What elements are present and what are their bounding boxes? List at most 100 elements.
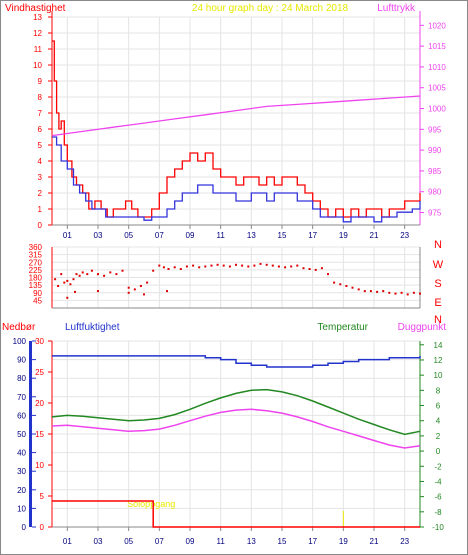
- direction-point: [222, 264, 225, 267]
- direction-point: [333, 281, 336, 284]
- direction-point: [277, 265, 280, 268]
- tick-label-x: 23: [400, 231, 409, 240]
- direction-point: [143, 293, 145, 296]
- tick-label-right: 985: [428, 167, 442, 176]
- tick-label-left: 225: [29, 266, 43, 275]
- direction-point: [90, 269, 93, 272]
- tick-label-x: 05: [124, 537, 133, 546]
- tick-label-nedbor-mm: 5: [40, 492, 45, 501]
- humidity-temperature-chart: 0102030405060708090100051015202530-10-8-…: [13, 337, 445, 546]
- wind-pressure-chart: 0123456789101112139759809859909951000100…: [33, 11, 446, 240]
- direction-point: [75, 273, 78, 276]
- tick-label-left: 45: [33, 296, 42, 305]
- tick-label-right: 995: [428, 125, 442, 134]
- label-soloppgang: Soloppgang: [127, 499, 175, 509]
- tick-label-x: 19: [339, 537, 348, 546]
- series-line-luftfuktighet: [52, 355, 421, 368]
- direction-point: [54, 278, 57, 281]
- direction-point: [97, 290, 99, 293]
- direction-point: [173, 266, 176, 269]
- tick-label-temperatur: -10: [432, 523, 444, 532]
- tick-label-nedbor-pct: 40: [17, 449, 26, 458]
- tick-label-left: 13: [33, 13, 42, 22]
- direction-point: [314, 268, 317, 271]
- tick-label-nedbor-mm: 25: [35, 368, 44, 377]
- direction-point: [97, 273, 99, 276]
- tick-label-nedbor-mm: 10: [35, 461, 44, 470]
- tick-label-left: 5: [38, 141, 43, 150]
- compass-letter-e: E: [434, 297, 441, 309]
- tick-label-nedbor-mm: 0: [40, 523, 45, 532]
- direction-point: [351, 286, 354, 289]
- tick-label-temperatur: -2: [434, 462, 442, 471]
- tick-label-temperatur: -6: [434, 493, 442, 502]
- direction-point: [259, 262, 262, 265]
- tick-label-left: 0: [38, 221, 43, 230]
- tick-label-nedbor-mm: 30: [35, 337, 44, 346]
- direction-point: [103, 274, 106, 277]
- tick-label-temperatur: -8: [434, 508, 442, 517]
- tick-label-left: 135: [29, 281, 43, 290]
- tick-label-right: 1000: [428, 105, 446, 114]
- tick-label-left: 10: [33, 61, 42, 70]
- tick-label-x: 03: [94, 537, 103, 546]
- compass-letter-w: W: [433, 259, 444, 271]
- compass-letter-n: N: [434, 239, 442, 251]
- tick-label-temperatur: 0: [436, 447, 441, 456]
- tick-label-nedbor-pct: 100: [13, 337, 27, 346]
- direction-point: [127, 291, 130, 294]
- direction-point: [216, 263, 219, 266]
- direction-point: [210, 264, 213, 267]
- direction-point: [419, 292, 421, 295]
- direction-point: [86, 273, 89, 276]
- tick-label-right: 980: [428, 188, 442, 197]
- tick-label-left: 360: [29, 243, 43, 252]
- direction-point: [78, 274, 81, 277]
- direction-point: [81, 271, 84, 274]
- tick-label-nedbor-pct: 70: [17, 393, 26, 402]
- tick-label-nedbor-pct: 60: [17, 411, 26, 420]
- direction-point: [152, 269, 155, 272]
- direction-point: [290, 265, 293, 268]
- tick-label-left: 4: [38, 157, 43, 166]
- tick-label-temperatur: 4: [436, 417, 441, 426]
- tick-label-temperatur: 14: [434, 341, 443, 350]
- direction-point: [57, 285, 60, 287]
- tick-label-x: 17: [308, 231, 317, 240]
- tick-label-x: 09: [186, 231, 195, 240]
- direction-point: [63, 281, 66, 284]
- direction-point: [204, 265, 207, 268]
- direction-point: [115, 273, 118, 276]
- tick-label-x: 15: [278, 231, 287, 240]
- tick-label-x: 07: [155, 537, 164, 546]
- tick-label-x: 23: [400, 537, 409, 546]
- direction-point: [363, 290, 366, 293]
- direction-point: [412, 291, 415, 294]
- direction-point: [109, 271, 112, 274]
- tick-label-left: 11: [34, 45, 43, 54]
- tick-label-x: 17: [308, 537, 317, 546]
- direction-point: [60, 273, 63, 276]
- luftfuktighet-axis-bar: [29, 341, 32, 527]
- direction-point: [308, 268, 311, 270]
- direction-point: [320, 267, 323, 270]
- direction-point: [127, 286, 130, 289]
- tick-label-nedbor-mm: 20: [35, 399, 44, 408]
- direction-point: [121, 269, 124, 272]
- series-line-temperatur: [51, 388, 421, 436]
- direction-point: [339, 283, 342, 286]
- series-line-duggpunkt: [51, 408, 421, 449]
- ylabel-vindhastighet: Vindhastighet: [5, 3, 66, 14]
- tick-label-left: 315: [29, 251, 43, 260]
- direction-point: [158, 264, 161, 267]
- tick-label-left: 9: [38, 77, 43, 86]
- tick-label-right: 1010: [428, 63, 446, 72]
- direction-point: [369, 290, 372, 293]
- direction-point: [296, 264, 299, 267]
- tick-label-right: 1005: [428, 84, 446, 93]
- tick-label-temperatur: 2: [436, 432, 441, 441]
- tick-label-nedbor-pct: 30: [17, 467, 26, 476]
- tick-label-nedbor-pct: 50: [17, 430, 26, 439]
